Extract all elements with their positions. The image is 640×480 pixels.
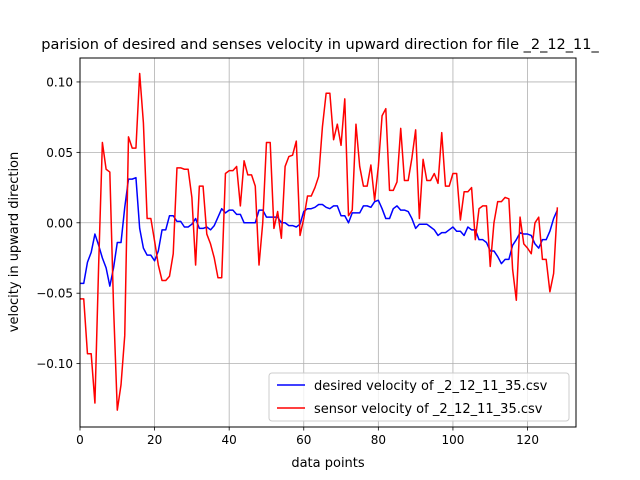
legend-label-desired: desired velocity of _2_12_11_35.csv <box>314 379 548 394</box>
plot-area <box>80 72 559 411</box>
x-tick-label: 20 <box>147 433 162 447</box>
x-tick-label: 0 <box>76 433 84 447</box>
y-tick-label: −0.05 <box>36 287 73 301</box>
y-axis-ticks: −0.10 −0.05 0.00 0.05 0.10 <box>36 75 80 371</box>
x-tick-label: 120 <box>516 433 539 447</box>
plot-frame <box>79 57 577 428</box>
legend-label-sensor: sensor velocity of _2_12_11_35.csv <box>314 402 543 417</box>
desired-velocity-line <box>80 176 559 287</box>
x-tick-label: 100 <box>441 433 464 447</box>
x-axis-label: data points <box>291 456 365 471</box>
x-tick-label: 40 <box>222 433 237 447</box>
legend: desired velocity of _2_12_11_35.csv sens… <box>268 372 570 422</box>
y-tick-label: 0.00 <box>46 216 73 230</box>
chart-title: parision of desired and senses velocity … <box>41 37 599 53</box>
x-axis-ticks: 0 20 40 60 80 100 120 <box>76 427 539 447</box>
y-tick-label: 0.05 <box>46 146 73 160</box>
x-tick-label: 60 <box>296 433 311 447</box>
y-axis-label: velocity in upward direction <box>7 152 22 332</box>
y-tick-label: −0.10 <box>36 357 73 371</box>
legend-box <box>268 372 570 422</box>
y-tick-label: 0.10 <box>46 75 73 89</box>
sensor-velocity-line <box>80 72 559 411</box>
x-tick-label: 80 <box>371 433 386 447</box>
